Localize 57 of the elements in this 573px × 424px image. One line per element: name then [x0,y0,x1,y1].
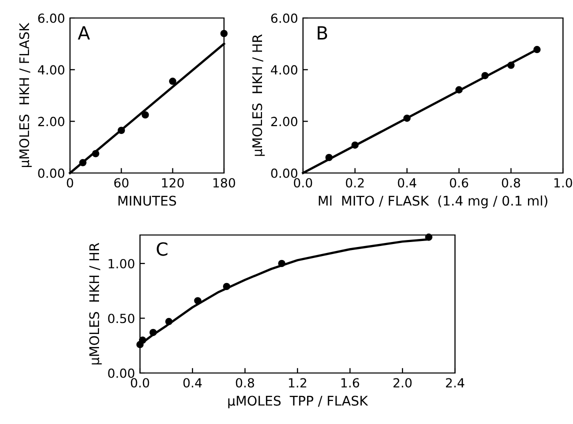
y-tick-label: 1.00 [108,258,134,268]
point [481,72,489,80]
chart-title: C [156,242,168,256]
x-tick-label: 0.0 [130,378,150,388]
point [507,62,515,69]
x-tick-label: 2.4 [446,378,464,388]
point [325,154,333,162]
point [194,297,202,304]
point [92,150,100,158]
x-tick-label: 0.8 [236,378,254,388]
point [79,159,86,166]
y-tick-label: 2.00 [38,116,64,126]
x-tick-label: 0 [66,178,74,188]
point [169,78,176,85]
point [165,318,173,326]
y-tick-label: 2.00 [271,116,298,126]
x-tick-label: 0.8 [502,178,520,188]
y-tick-label: 6.00 [271,13,298,23]
y-tick-label: 4.00 [270,65,298,75]
x-tick-label: 2.0 [393,378,412,388]
x-tick-label: 120 [162,178,184,188]
point [278,260,286,268]
x-tick-label: 0.6 [450,178,468,188]
x-tick-label: 0.4 [183,378,202,388]
x-tick-label: 1.2 [288,378,306,388]
point [425,234,432,241]
y-tick-label: 6.00 [38,13,64,23]
x-axis-title: MINUTES [118,196,176,206]
point [149,328,157,336]
point [222,282,230,290]
point [533,46,541,54]
x-axis-title: Ml MITO / FLASK (1.4 mg / 0.1 ml) [318,196,548,208]
x-tick-label: 180 [213,178,236,188]
y-tick-label: 0.00 [38,168,64,178]
point [455,86,463,94]
point [118,126,125,134]
x-tick-label: 0.0 [294,178,312,188]
point [351,141,359,149]
chart-title: B [318,26,328,40]
x-tick-label: 60 [114,178,128,188]
y-tick-label: 4.00 [38,65,64,75]
point [403,114,411,122]
x-tick-label: 1.6 [341,378,360,388]
x-tick-label: 0.2 [346,178,364,188]
y-axis-title: μMOLES HKH / HR [89,242,102,364]
point [138,336,146,344]
y-tick-label: 0.50 [108,314,134,324]
x-tick-label: 1.0 [554,178,572,188]
y-tick-label: 0.00 [108,368,134,378]
y-tick-label: 0.00 [271,168,298,178]
point [220,30,228,38]
chart-title: A [78,26,90,40]
x-tick-label: 0.4 [398,178,416,188]
y-axis-title: μMOLES HKH / FLASK [19,22,32,167]
point [142,111,149,119]
y-axis-title: μMOLES HKH / HR [252,34,265,156]
x-axis-title: μMOLES TPP / FLASK [228,396,368,408]
